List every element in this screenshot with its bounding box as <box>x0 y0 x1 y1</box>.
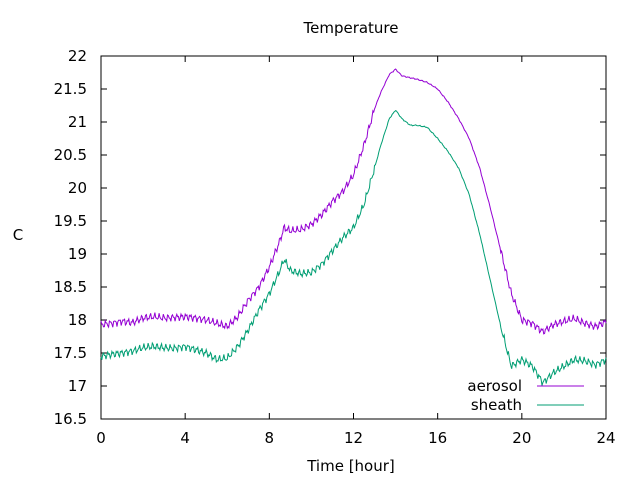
y-tick-label: 20 <box>68 179 87 197</box>
x-axis-label: Time [hour] <box>306 457 395 475</box>
legend-label-sheath: sheath <box>471 396 522 414</box>
x-tick-label: 24 <box>596 429 615 447</box>
y-tick-label: 19 <box>68 245 87 263</box>
y-tick-label: 21.5 <box>54 80 87 98</box>
x-tick-label: 4 <box>180 429 190 447</box>
x-tick-label: 20 <box>512 429 531 447</box>
y-tick-label: 18.5 <box>54 278 87 296</box>
x-tick-label: 12 <box>344 429 363 447</box>
y-tick-label: 17 <box>68 377 87 395</box>
x-tick-label: 16 <box>428 429 447 447</box>
y-axis-label: C <box>13 226 23 244</box>
y-tick-label: 19.5 <box>54 212 87 230</box>
y-tick-label: 17.5 <box>54 344 87 362</box>
y-tick-label: 22 <box>68 47 87 65</box>
x-tick-label: 0 <box>96 429 106 447</box>
legend-label-aerosol: aerosol <box>467 377 522 395</box>
y-tick-label: 16.5 <box>54 410 87 428</box>
y-tick-label: 21 <box>68 113 87 131</box>
series-line-sheath <box>100 109 607 386</box>
y-tick-label: 20.5 <box>54 146 87 164</box>
series-line-aerosol <box>100 68 607 335</box>
x-tick-label: 8 <box>265 429 275 447</box>
y-tick-label: 18 <box>68 311 87 329</box>
chart-title: Temperature <box>302 19 398 37</box>
